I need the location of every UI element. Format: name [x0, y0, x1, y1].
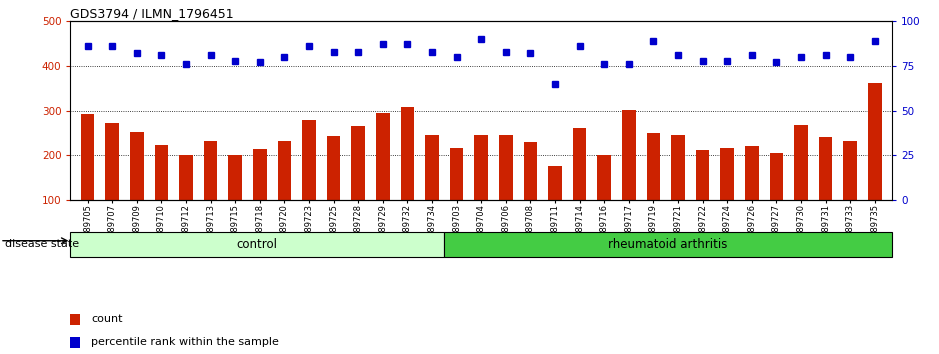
Bar — [155, 145, 168, 245]
Bar — [548, 166, 562, 245]
Bar — [622, 110, 636, 245]
Bar — [671, 135, 685, 245]
Text: control: control — [237, 238, 278, 251]
Bar — [179, 155, 192, 245]
Bar — [81, 114, 95, 245]
Text: count: count — [91, 314, 122, 325]
Bar — [499, 135, 513, 245]
Bar — [425, 135, 439, 245]
Bar — [254, 149, 267, 245]
Bar — [105, 123, 119, 245]
Bar — [228, 155, 242, 245]
Bar — [377, 113, 390, 245]
Text: rheumatoid arthritis: rheumatoid arthritis — [608, 238, 728, 251]
Bar — [647, 133, 660, 245]
Bar — [278, 141, 291, 245]
Bar — [302, 120, 316, 245]
Bar — [819, 137, 832, 245]
Bar — [843, 142, 857, 245]
Bar — [597, 155, 611, 245]
Text: percentile rank within the sample: percentile rank within the sample — [91, 337, 279, 348]
Bar — [70, 232, 444, 257]
Bar — [868, 83, 882, 245]
Bar — [770, 153, 783, 245]
Bar — [794, 125, 808, 245]
Bar — [573, 127, 586, 245]
Bar — [696, 150, 709, 245]
Bar — [70, 337, 80, 348]
Bar — [70, 314, 80, 325]
Bar — [204, 142, 218, 245]
Bar — [524, 142, 537, 245]
Bar — [720, 148, 734, 245]
Bar — [444, 232, 892, 257]
Bar — [351, 126, 365, 245]
Bar — [327, 136, 341, 245]
Bar — [131, 132, 144, 245]
Bar — [401, 108, 414, 245]
Bar — [450, 148, 464, 245]
Text: GDS3794 / ILMN_1796451: GDS3794 / ILMN_1796451 — [70, 7, 234, 20]
Bar — [745, 146, 759, 245]
Text: disease state: disease state — [5, 239, 79, 249]
Bar — [474, 135, 488, 245]
